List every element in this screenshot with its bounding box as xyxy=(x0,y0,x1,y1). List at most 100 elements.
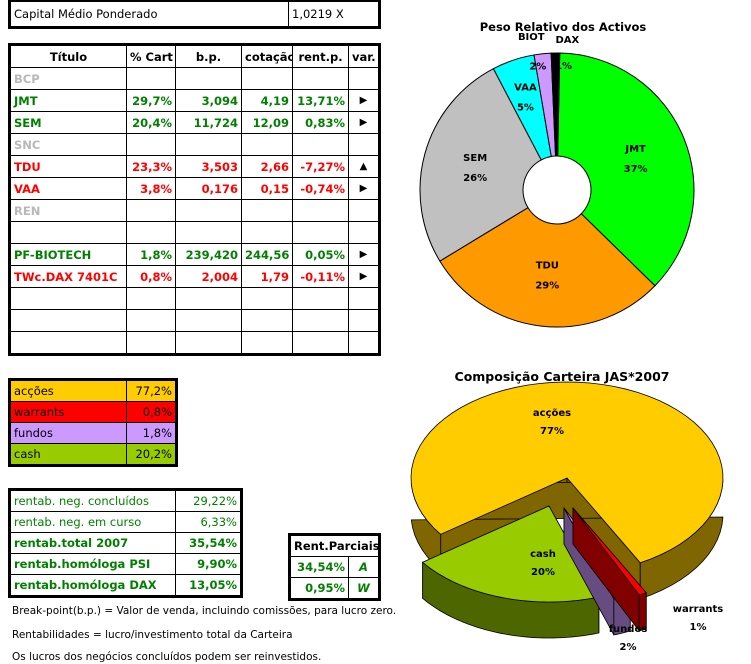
table-row: PF-BIOTECH 1,8% 239,420 244,56 0,05% ▶ xyxy=(10,243,379,266)
cell-cot: 4,19 xyxy=(241,89,293,112)
composition-label: cash xyxy=(10,443,127,465)
cell-bp xyxy=(175,331,242,354)
rentab-table: rentab. neg. concluídos 29,22% rentab. neg… xyxy=(8,488,243,598)
cell-rent xyxy=(292,287,349,310)
cell-rent: 13,71% xyxy=(292,89,349,112)
composition-row: warrants 0,8% xyxy=(10,401,176,423)
capital-table: Capital Médio Ponderado 1,0219 X xyxy=(8,0,381,29)
composition-value: 20,2% xyxy=(126,443,176,465)
cell-cot xyxy=(241,331,293,354)
slice-value-label: 20% xyxy=(531,567,555,578)
rentab-label: rentab.total 2007 xyxy=(10,532,176,554)
cell-bp: 2,004 xyxy=(175,265,242,288)
slice-label: JMT xyxy=(624,144,646,155)
table-row xyxy=(10,331,379,354)
chart-title: Peso Relativo dos Activos xyxy=(480,20,647,34)
slice-cash xyxy=(421,505,600,639)
column-header: Título xyxy=(10,45,127,68)
rentab-row: rentab.total 2007 35,54% xyxy=(10,532,241,554)
variation-cell: ▶ xyxy=(348,243,379,266)
column-header: b.p. xyxy=(175,45,242,68)
slice-value-label: 2% xyxy=(529,62,546,73)
composition-row: cash 20,2% xyxy=(10,443,176,465)
cell-titulo: REN xyxy=(10,199,127,222)
table-row: JMT 29,7% 3,094 4,19 13,71% ▶ xyxy=(10,89,379,112)
variation-cell: ▶ xyxy=(348,111,379,134)
cell-titulo xyxy=(10,221,127,244)
rent-parcial-code: A xyxy=(347,556,380,578)
portfolio-table: Título% Cart b.p. cotação rent.p. var. BCP JM… xyxy=(8,43,381,356)
cell-cart xyxy=(126,287,176,310)
cell-titulo: TDU xyxy=(10,155,127,178)
composition-row: acções 77,2% xyxy=(10,380,176,402)
cell-titulo: SEM xyxy=(10,111,127,134)
slice-top xyxy=(572,507,647,596)
column-header: cotação xyxy=(241,45,293,68)
composition-value: 1,8% xyxy=(126,422,176,444)
table-row xyxy=(10,309,379,332)
slice-value-label: 1% xyxy=(555,61,572,72)
arrow-up-icon: ▲ xyxy=(359,161,368,172)
cell-rent xyxy=(292,331,349,354)
table-row xyxy=(10,287,379,310)
slice-label: SEM xyxy=(463,153,487,164)
rent-parcial-value: 34,54% xyxy=(290,556,349,578)
cell-titulo: JMT xyxy=(10,89,127,112)
column-header: var. xyxy=(348,45,379,68)
cell-cot xyxy=(241,199,293,222)
cell-cot: 244,56 xyxy=(241,243,293,266)
slice-value-label: 29% xyxy=(535,280,559,291)
pie3d-chart: Composição Carteira JAS*2007 warrants 1% f… xyxy=(410,369,724,653)
slice-label: DAX xyxy=(555,35,579,46)
cell-cart: 3,8% xyxy=(126,177,176,200)
donut-chart: Peso Relativo dos Activos JMT 37% TDU 29% SE… xyxy=(419,20,695,328)
slice-value-label: 37% xyxy=(624,164,648,175)
cell-cart: 1,8% xyxy=(126,243,176,266)
composition-table: acções 77,2% warrants 0,8% fundos 1,8% cash 20,… xyxy=(8,378,178,467)
variation-cell xyxy=(348,331,379,354)
cell-cart xyxy=(126,67,176,90)
note-breakpoint: Break-point(b.p.) = Valor de venda, incl… xyxy=(12,605,397,617)
cell-cart xyxy=(126,331,176,354)
cell-bp: 0,176 xyxy=(175,177,242,200)
slice-top xyxy=(421,505,600,603)
cell-bp xyxy=(175,133,242,156)
table-row: TDU 23,3% 3,503 2,66 -7,27% ▲ xyxy=(10,155,379,178)
cell-cart xyxy=(126,221,176,244)
slice-acções xyxy=(410,381,724,600)
slice-value-label: 2% xyxy=(620,642,637,653)
slice-value-label: 26% xyxy=(463,173,487,184)
column-header: % Cart xyxy=(126,45,176,68)
slice-label: BIOT xyxy=(518,32,545,43)
arrow-right-icon: ▶ xyxy=(359,117,368,128)
rentab-value: 13,05% xyxy=(175,574,241,596)
rentab-value: 9,90% xyxy=(175,553,241,575)
cell-cart: 20,4% xyxy=(126,111,176,134)
variation-cell: ▶ xyxy=(348,89,379,112)
cell-rent: -7,27% xyxy=(292,155,349,178)
cell-bp xyxy=(175,199,242,222)
cell-bp: 239,420 xyxy=(175,243,242,266)
variation-cell xyxy=(348,67,379,90)
slice-warrants xyxy=(572,506,647,633)
cell-bp xyxy=(175,67,242,90)
cell-cot xyxy=(241,133,293,156)
variation-cell xyxy=(348,309,379,332)
variation-cell: ▲ xyxy=(348,155,379,178)
cell-rent xyxy=(292,309,349,332)
rentab-label: rentab. neg. concluídos xyxy=(10,490,176,512)
table-row: BCP xyxy=(10,67,379,90)
arrow-right-icon: ▶ xyxy=(359,95,368,106)
cell-cot xyxy=(241,221,293,244)
cell-titulo: VAA xyxy=(10,177,127,200)
slice-dax xyxy=(550,52,561,157)
cell-titulo xyxy=(10,309,127,332)
table-row: SEM 20,4% 11,724 12,09 0,83% ▶ xyxy=(10,111,379,134)
cell-bp: 3,094 xyxy=(175,89,242,112)
arrow-right-icon: ▶ xyxy=(359,271,368,282)
slice-label: TDU xyxy=(536,260,559,271)
cell-cart xyxy=(126,199,176,222)
cell-cart: 0,8% xyxy=(126,265,176,288)
cell-titulo xyxy=(10,331,127,354)
rent-parcial-value: 0,95% xyxy=(290,577,349,599)
